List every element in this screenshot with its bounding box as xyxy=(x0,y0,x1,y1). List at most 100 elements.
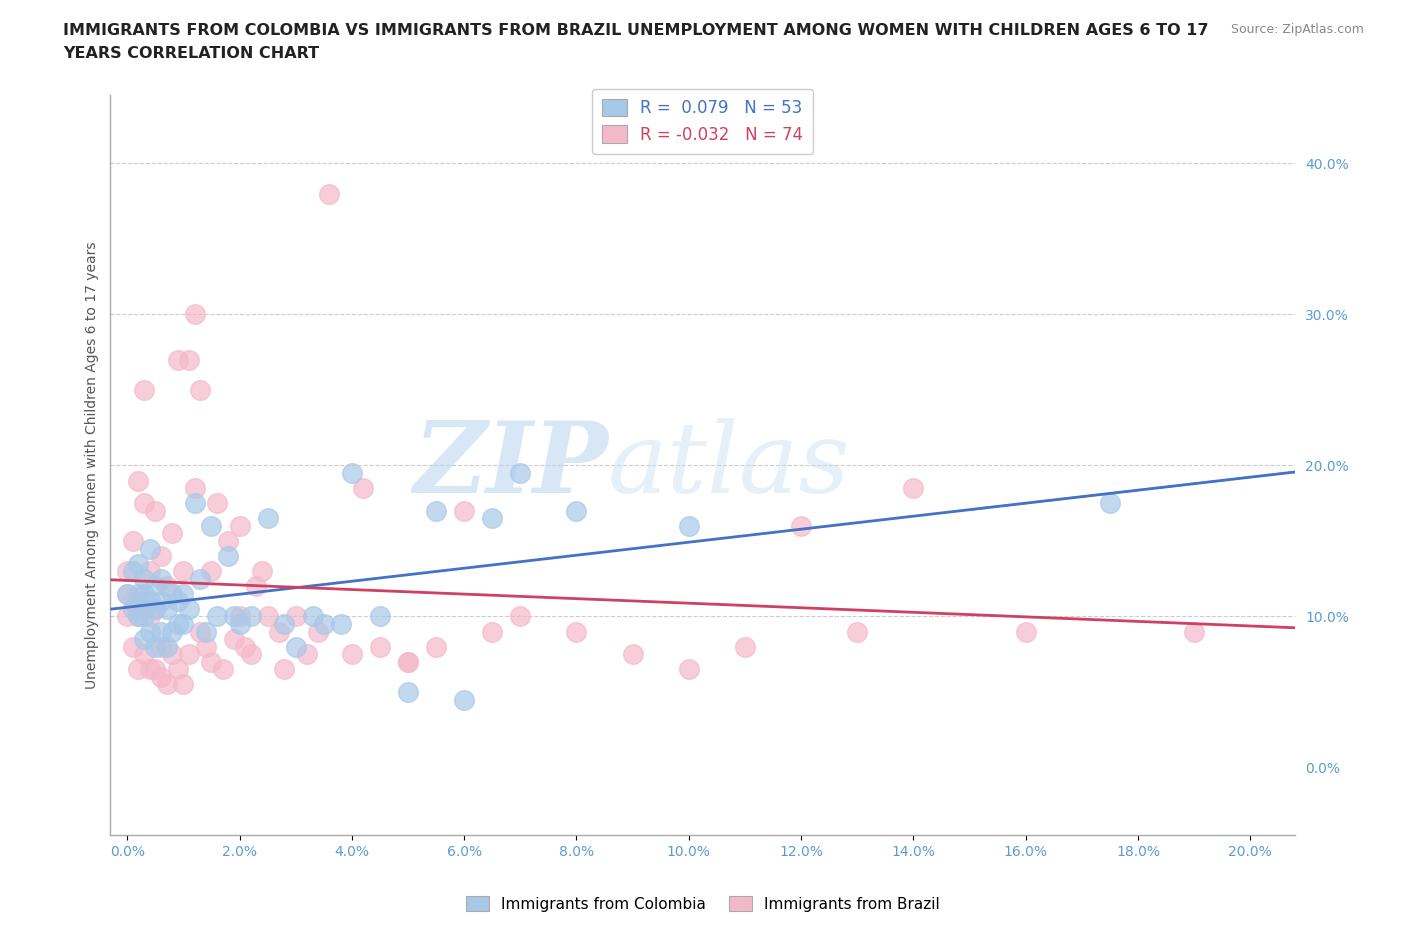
Point xyxy=(117,587,139,602)
Point xyxy=(132,646,155,661)
Point xyxy=(368,639,391,654)
Point xyxy=(138,541,160,556)
Point xyxy=(228,609,250,624)
Point xyxy=(149,571,172,586)
Point xyxy=(678,662,700,677)
Point xyxy=(160,624,183,639)
Point xyxy=(143,602,166,617)
Point xyxy=(396,684,419,699)
Point xyxy=(273,617,295,631)
Point xyxy=(245,578,267,593)
Point xyxy=(903,481,925,496)
Point xyxy=(149,639,172,654)
Legend: Immigrants from Colombia, Immigrants from Brazil: Immigrants from Colombia, Immigrants fro… xyxy=(460,889,946,918)
Point xyxy=(396,655,419,670)
Point xyxy=(177,602,200,617)
Point xyxy=(172,587,194,602)
Point xyxy=(122,594,145,609)
Point xyxy=(222,631,245,646)
Point xyxy=(205,609,228,624)
Point xyxy=(352,481,374,496)
Point xyxy=(166,594,188,609)
Point xyxy=(149,549,172,564)
Point xyxy=(188,624,211,639)
Point xyxy=(149,670,172,684)
Point xyxy=(117,564,139,578)
Point xyxy=(453,692,475,707)
Point xyxy=(222,609,245,624)
Point xyxy=(177,352,200,367)
Point xyxy=(127,473,149,488)
Point xyxy=(1015,624,1038,639)
Point xyxy=(138,624,160,639)
Point xyxy=(143,602,166,617)
Point xyxy=(1182,624,1205,639)
Point xyxy=(318,186,340,201)
Point xyxy=(453,503,475,518)
Point xyxy=(138,594,160,609)
Point xyxy=(239,609,262,624)
Point xyxy=(565,624,588,639)
Point xyxy=(143,639,166,654)
Point xyxy=(127,556,149,571)
Point xyxy=(155,602,177,617)
Point xyxy=(678,518,700,533)
Point xyxy=(143,578,166,593)
Point xyxy=(127,587,149,602)
Point xyxy=(138,609,160,624)
Point xyxy=(284,609,307,624)
Point xyxy=(200,655,222,670)
Point xyxy=(117,587,139,602)
Point xyxy=(239,646,262,661)
Point xyxy=(621,646,644,661)
Point xyxy=(183,307,205,322)
Point xyxy=(846,624,869,639)
Point xyxy=(127,609,149,624)
Point xyxy=(273,662,295,677)
Point xyxy=(132,496,155,511)
Point xyxy=(149,624,172,639)
Point xyxy=(166,352,188,367)
Text: Source: ZipAtlas.com: Source: ZipAtlas.com xyxy=(1230,23,1364,36)
Point xyxy=(160,526,183,541)
Point xyxy=(312,617,335,631)
Point xyxy=(396,655,419,670)
Point xyxy=(127,662,149,677)
Point xyxy=(138,564,160,578)
Point xyxy=(117,609,139,624)
Point xyxy=(295,646,318,661)
Point xyxy=(256,511,278,525)
Point xyxy=(301,609,323,624)
Point xyxy=(160,646,183,661)
Point xyxy=(143,503,166,518)
Point xyxy=(138,662,160,677)
Point xyxy=(172,677,194,692)
Point xyxy=(166,617,188,631)
Point xyxy=(122,602,145,617)
Point xyxy=(228,617,250,631)
Point xyxy=(188,571,211,586)
Point xyxy=(183,496,205,511)
Point xyxy=(122,564,145,578)
Point xyxy=(481,624,503,639)
Point xyxy=(233,639,256,654)
Point xyxy=(177,646,200,661)
Point xyxy=(188,382,211,397)
Point xyxy=(143,662,166,677)
Point xyxy=(1098,496,1121,511)
Point xyxy=(509,466,531,481)
Point xyxy=(481,511,503,525)
Point xyxy=(132,382,155,397)
Text: IMMIGRANTS FROM COLOMBIA VS IMMIGRANTS FROM BRAZIL UNEMPLOYMENT AMONG WOMEN WITH: IMMIGRANTS FROM COLOMBIA VS IMMIGRANTS F… xyxy=(63,23,1209,38)
Point xyxy=(132,609,155,624)
Point xyxy=(734,639,756,654)
Point xyxy=(155,639,177,654)
Point xyxy=(284,639,307,654)
Point xyxy=(217,534,239,549)
Point xyxy=(425,639,447,654)
Point xyxy=(155,677,177,692)
Point xyxy=(183,481,205,496)
Point xyxy=(509,609,531,624)
Point xyxy=(267,624,290,639)
Text: ZIP: ZIP xyxy=(413,418,607,513)
